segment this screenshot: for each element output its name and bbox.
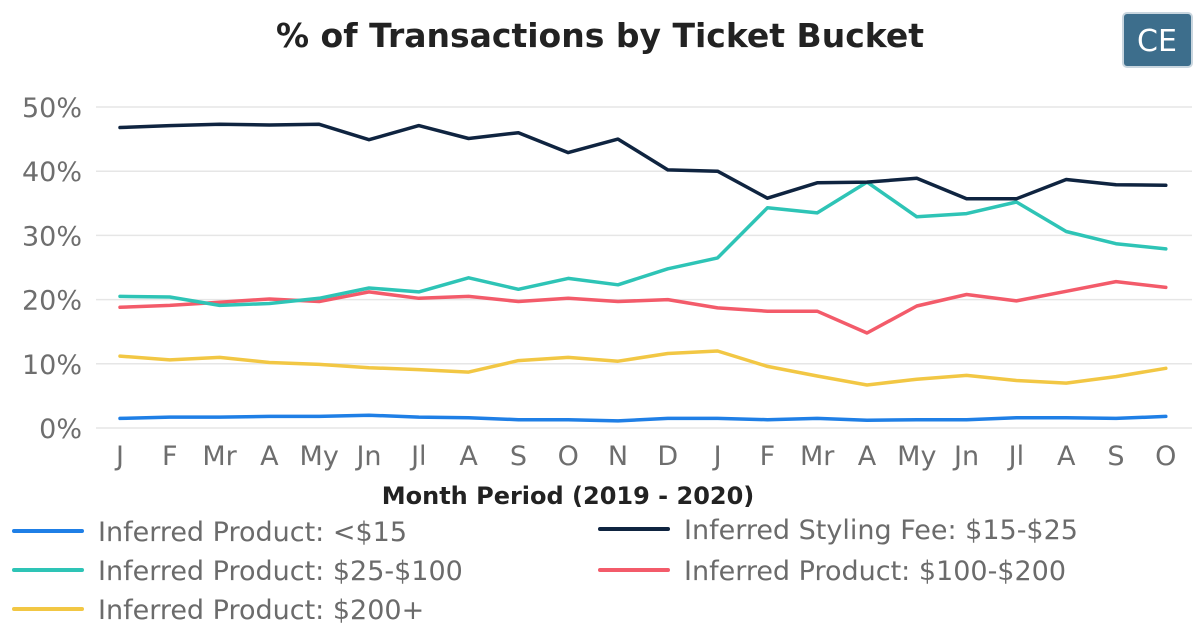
x-tick-label: A (459, 441, 478, 472)
legend-item: Inferred Styling Fee: $15-$25 (598, 515, 1078, 546)
series-line (118, 180, 1168, 308)
logo: CE (1122, 12, 1193, 68)
y-tick-label: 20% (22, 286, 82, 317)
legend-item: Inferred Product: $25-$100 (12, 556, 463, 587)
legend-label: Inferred Product: $25-$100 (98, 556, 463, 587)
x-tick-label: Jn (952, 441, 979, 472)
x-tick-label: Jl (409, 441, 426, 472)
y-tick-label: 50% (22, 93, 82, 124)
legend-item: Inferred Product: $200+ (12, 595, 424, 626)
legend-label: Inferred Product: <$15 (98, 517, 407, 548)
x-tick-label: N (608, 441, 628, 472)
y-tick-label: 10% (22, 350, 82, 381)
x-tick-label: J (712, 441, 722, 472)
x-tick-label: F (162, 441, 178, 472)
x-tick-label: A (1057, 441, 1076, 472)
series-line (118, 122, 1168, 201)
x-tick-label: J (114, 441, 124, 472)
legend-item: Inferred Product: $100-$200 (598, 556, 1066, 587)
y-tick-label: 30% (22, 221, 82, 252)
legend-label: Inferred Product: $100-$200 (684, 556, 1066, 587)
y-tick-label: 40% (22, 157, 82, 188)
chart-title: % of Transactions by Ticket Bucket (276, 16, 924, 55)
x-tick-label: My (300, 441, 339, 472)
legend: Inferred Product: <$15 Inferred Styling F… (12, 515, 1078, 626)
series-line (118, 279, 1168, 335)
x-tick-label: S (1107, 441, 1124, 472)
x-tick-label: A (858, 441, 877, 472)
x-tick-label: S (510, 441, 527, 472)
y-tick-label: 0% (39, 414, 82, 445)
series-line (118, 413, 1168, 423)
x-tick-label: F (760, 441, 776, 472)
x-tick-label: Jn (354, 441, 381, 472)
logo-badge (1122, 12, 1193, 68)
legend-item: Inferred Product: <$15 (12, 517, 407, 548)
x-tick-label: Jl (1007, 441, 1024, 472)
x-tick-label: O (1155, 441, 1176, 472)
x-axis-label: Month Period (2019 - 2020) (382, 482, 755, 510)
series-line (118, 349, 1168, 387)
y-axis: 0% 10% 20% 30% 40% 50% (22, 93, 82, 445)
x-tick-label: D (657, 441, 678, 472)
legend-label: Inferred Styling Fee: $15-$25 (684, 515, 1078, 546)
x-tick-label: Mr (202, 441, 237, 472)
series-lines (118, 122, 1168, 423)
legend-label: Inferred Product: $200+ (98, 595, 424, 626)
x-axis: J F Mr A My Jn Jl A S O N D J F Mr A My Jn Jl A S O (114, 441, 1176, 472)
x-tick-label: A (260, 441, 279, 472)
x-tick-label: O (558, 441, 579, 472)
x-tick-label: My (897, 441, 936, 472)
x-tick-label: Mr (800, 441, 835, 472)
logo-text: CE (1137, 24, 1177, 59)
